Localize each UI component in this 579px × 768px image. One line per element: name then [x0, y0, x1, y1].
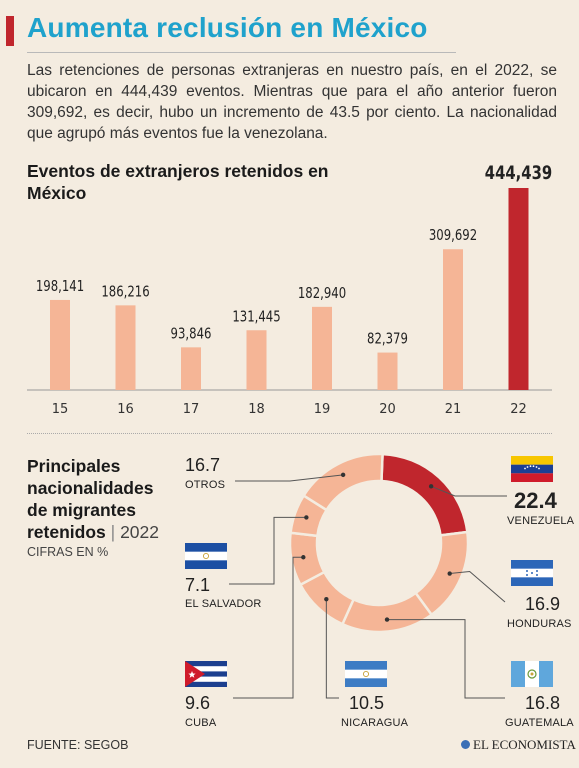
nicaragua-label: NICARAGUA	[341, 717, 409, 729]
x-tick-label: 18	[248, 402, 265, 417]
guatemala-label: GUATEMALA	[505, 717, 574, 729]
x-tick-label: 20	[379, 402, 396, 417]
honduras-pct: 16.9	[525, 594, 561, 614]
bar-chart: 198,141 15 186,216 16 93,846 17 131,445 18 182,9…	[27, 162, 552, 417]
leader-dot	[304, 515, 309, 520]
el-salvador-pct: 7.1	[185, 575, 211, 595]
bar-19	[312, 306, 332, 390]
leader-dot	[340, 472, 346, 478]
leader-dot	[447, 571, 452, 576]
title-divider	[27, 52, 456, 53]
donut-slice-venezuela	[380, 452, 469, 537]
nicaragua-flag-icon	[345, 661, 387, 687]
bar-value-label: 444,439	[485, 162, 552, 184]
title-accent-bar	[6, 16, 14, 46]
leader-dot	[384, 617, 390, 622]
leader-line	[387, 619, 505, 699]
donut-chart-title: Principales nacionalidades de migrantes …	[27, 456, 160, 542]
honduras-flag-icon	[511, 560, 553, 586]
otros-pct: 16.7	[185, 455, 221, 475]
bar-16	[115, 305, 136, 390]
cuba-flag-icon	[185, 661, 227, 687]
donut-slice-otros	[301, 452, 384, 512]
section-divider	[27, 433, 552, 434]
bar-value-label: 93,846	[171, 326, 212, 343]
bar-21	[443, 249, 463, 390]
bar-value-label: 309,692	[429, 228, 477, 245]
el-salvador-label: EL SALVADOR	[185, 598, 262, 610]
leader-dot	[428, 484, 434, 489]
leader-line	[449, 571, 506, 603]
bar-22	[508, 188, 529, 390]
x-tick-label: 22	[510, 402, 527, 417]
venezuela-pct: 22.4	[514, 488, 557, 513]
donut-year: 2022	[120, 522, 160, 542]
bar-18	[246, 330, 267, 390]
bar-value-label: 82,379	[367, 331, 408, 348]
leader-line	[233, 556, 304, 699]
x-tick-label: 19	[314, 402, 331, 417]
guatemala-flag-icon	[511, 661, 553, 687]
source-note: FUENTE: SEGOB	[27, 738, 129, 752]
donut-chart	[229, 452, 507, 699]
units-note: CIFRAS EN %	[27, 545, 109, 559]
brand-logo: EL ECONOMISTA	[461, 737, 576, 753]
leader-line	[235, 474, 344, 482]
bar-17	[181, 347, 201, 390]
bar-chart-title: Eventos de extranjeros retenidos en Méxi…	[27, 161, 329, 203]
cuba-label: CUBA	[185, 717, 217, 729]
bar-value-label: 131,445	[232, 309, 280, 326]
leader-line	[325, 599, 339, 699]
honduras-label: HONDURAS	[507, 618, 572, 630]
venezuela-label: VENEZUELA	[507, 515, 575, 527]
el-salvador-flag-icon	[185, 543, 227, 569]
venezuela-flag-icon	[511, 456, 553, 482]
leader-dot	[301, 555, 306, 560]
cuba-pct: 9.6	[185, 693, 211, 713]
leader-line	[229, 516, 307, 585]
bar-value-label: 182,940	[298, 286, 346, 303]
guatemala-pct: 16.8	[525, 693, 561, 713]
x-tick-label: 21	[445, 402, 462, 417]
bar-20	[377, 352, 398, 390]
page-title: Aumenta reclusión en México	[27, 12, 428, 43]
x-tick-label: 16	[117, 402, 134, 417]
donut-slice-guatemala	[340, 591, 434, 634]
leader-line	[430, 485, 507, 497]
nicaragua-pct: 10.5	[349, 693, 385, 713]
x-tick-label: 17	[183, 402, 200, 417]
bar-value-label: 198,141	[36, 279, 84, 296]
otros-label: OTROS	[185, 479, 226, 491]
bar-value-label: 186,216	[101, 284, 149, 301]
leader-dot	[324, 596, 329, 602]
x-tick-label: 15	[52, 402, 69, 417]
brand-mark-icon	[461, 740, 470, 749]
intro-paragraph: Las retenciones de personas extranjeras …	[27, 62, 557, 142]
bar-15	[50, 299, 70, 390]
